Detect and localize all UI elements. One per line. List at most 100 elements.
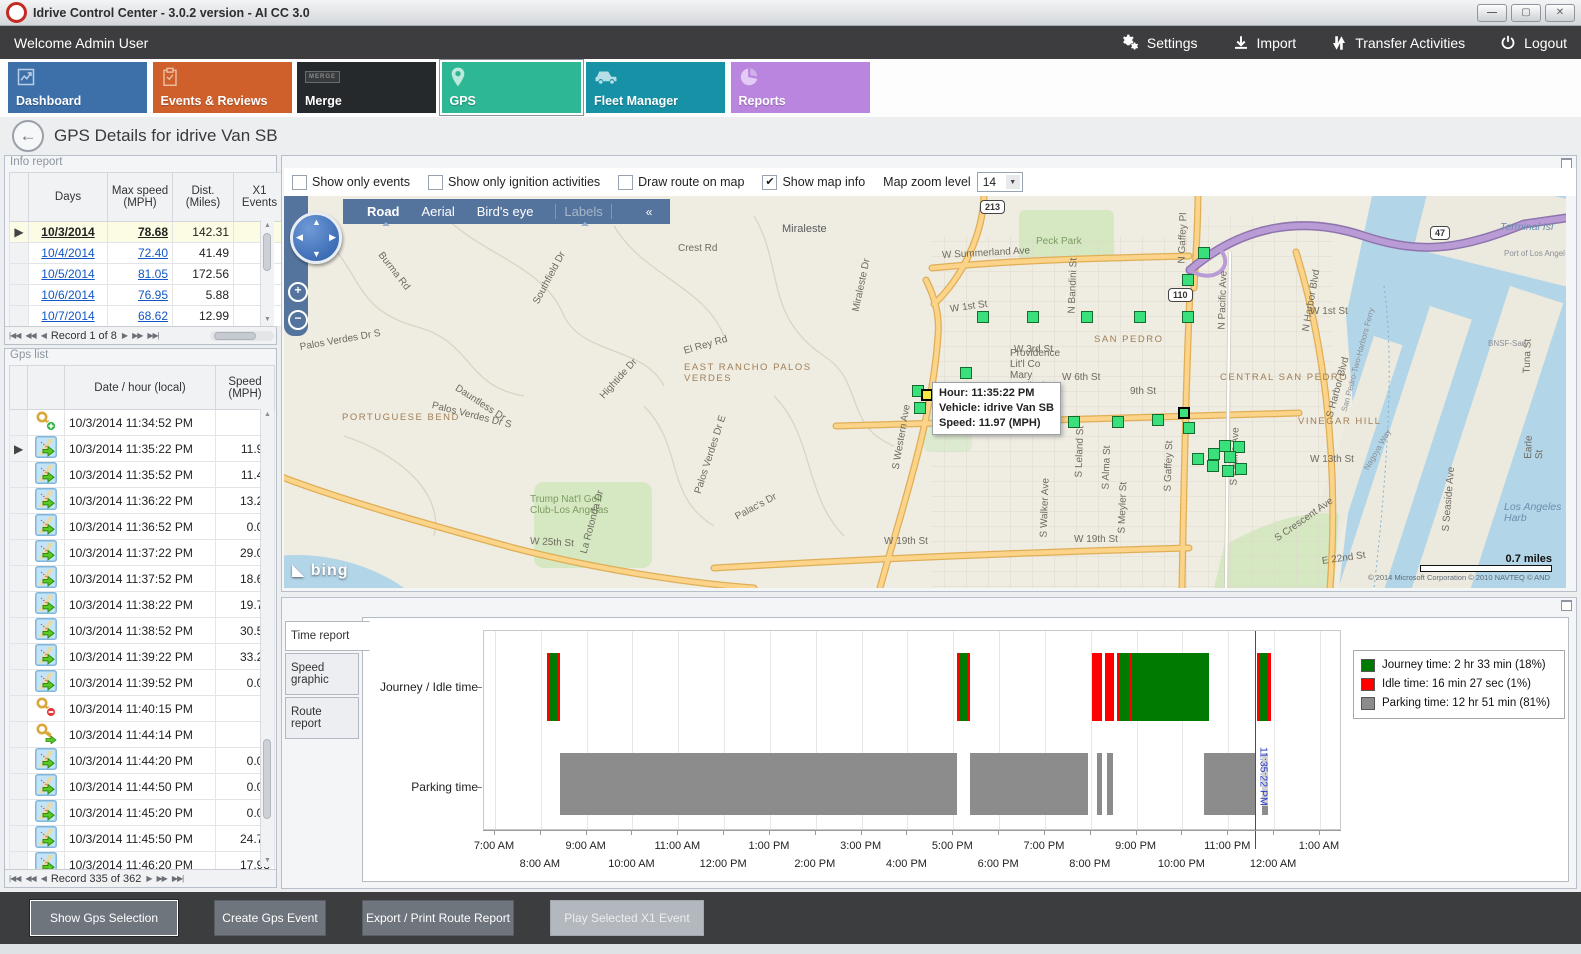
gps-point-marker[interactable] [1152,414,1164,426]
pager-next-icon[interactable]: ▶ [121,331,128,340]
days-link[interactable]: 10/6/2014 [41,288,95,302]
info-column-header[interactable]: X1 Events [233,172,286,222]
table-row[interactable]: 10/3/2014 11:45:20 PM 0.00 [9,799,275,826]
table-row[interactable]: 10/3/2014 11:36:22 PM 13.28 [9,487,275,514]
gps-point-marker[interactable] [914,402,926,414]
max-speed-link[interactable]: 78.68 [137,225,168,239]
map-style-aerial[interactable]: Aerial [421,204,455,219]
topbar-action-logout[interactable]: Logout [1499,34,1567,52]
nav-tile-events-reviews[interactable]: Events & Reviews [152,62,292,113]
checkbox-show-map-info[interactable]: ✔ [762,174,778,190]
gps-point-marker[interactable] [960,367,972,379]
gps-point-marker[interactable] [1192,453,1204,465]
table-row[interactable]: 10/5/2014 81.05 172.56 [9,263,286,285]
table-row[interactable]: 10/3/2014 11:37:22 PM 29.05 [9,539,275,566]
gps-column-header[interactable]: Date / hour (local) [64,365,216,410]
gps-point-marker[interactable] [1183,422,1195,434]
topbar-action-settings[interactable]: Settings [1120,33,1198,53]
nav-tile-dashboard[interactable]: Dashboard [8,62,147,113]
gps-point-marker[interactable] [1068,416,1080,428]
nav-tile-merge[interactable]: MERGE Merge [297,62,436,113]
tab-route-report[interactable]: Route report [285,697,359,739]
bing-map[interactable]: Road Aerial Bird's eye Labels « + − ▲ ▼ ◀ ▶ … [284,196,1566,588]
table-row[interactable]: 10/3/2014 11:38:52 PM 30.55 [9,617,275,644]
checkbox-show-only-events[interactable] [292,174,307,190]
max-speed-link[interactable]: 81.05 [137,267,168,281]
gps-point-marker[interactable] [1134,311,1146,323]
gps-point-marker[interactable] [1178,407,1190,419]
table-row[interactable]: 10/3/2014 11:34:52 PM [9,409,275,436]
gps-point-marker[interactable] [1224,451,1236,463]
pager-fast-prev-icon[interactable]: ◀◀ [25,331,36,340]
table-row[interactable]: ▶ 10/3/2014 78.68 142.31 [9,221,286,243]
maximize-button[interactable]: ▢ [1511,3,1541,22]
show-gps-selection-button[interactable]: Show Gps Selection [30,900,178,936]
pager-fast-next-icon[interactable]: ▶▶ [156,874,168,883]
pager-first-icon[interactable]: |◀◀ [9,331,21,340]
gps-point-marker[interactable] [1208,448,1220,460]
days-link[interactable]: 10/4/2014 [41,246,95,260]
gps-point-marker[interactable] [1207,460,1219,472]
map-zoom-level-select[interactable]: 14 ▼ [976,172,1023,192]
export-print-route-report-button[interactable]: Export / Print Route Report [362,900,514,936]
pager-prev-icon[interactable]: ◀ [40,331,47,340]
gps-point-marker[interactable] [1235,463,1247,475]
info-report-vertical-scrollbar[interactable]: ▲ ▼ [260,220,274,326]
pager-last-icon[interactable]: ▶▶| [147,331,159,340]
gps-point-marker[interactable] [1081,311,1093,323]
map-zoom-in-button[interactable]: + [288,282,308,302]
gps-point-marker[interactable] [1182,274,1194,286]
pager-prev-icon[interactable]: ◀ [40,874,47,883]
nav-tile-reports[interactable]: Reports [730,62,870,113]
max-speed-link[interactable]: 72.40 [137,246,168,260]
max-speed-link[interactable]: 68.62 [137,309,168,323]
table-row[interactable]: ▶ 10/3/2014 11:35:22 PM 11.97 [9,435,275,462]
max-speed-link[interactable]: 76.95 [137,288,168,302]
tab-speed-graphic[interactable]: Speed graphic [285,653,359,695]
pager-first-icon[interactable]: |◀◀ [9,874,21,883]
pager-last-icon[interactable]: ▶▶| [171,874,184,883]
map-style-bird-s-eye[interactable]: Bird's eye [476,204,534,219]
map-style-labels[interactable]: Labels [555,204,612,226]
table-row[interactable]: 10/3/2014 11:44:14 PM [9,721,275,748]
close-button[interactable]: ✕ [1545,3,1575,22]
topbar-action-transfer-activities[interactable]: Transfer Activities [1330,34,1465,52]
table-row[interactable]: 10/7/2014 68.62 12.99 [9,305,286,327]
info-column-header[interactable]: Max speed (MPH) [107,172,173,222]
table-row[interactable]: 10/4/2014 72.40 41.49 [9,242,286,264]
info-column-header[interactable]: Days [28,172,108,222]
pager-fast-next-icon[interactable]: ▶▶ [132,331,143,340]
table-row[interactable]: 10/3/2014 11:35:52 PM 11.47 [9,461,275,488]
gps-column-header[interactable]: Speed (MPH) [215,365,275,410]
gps-point-marker[interactable] [1198,247,1210,259]
table-row[interactable]: 10/3/2014 11:36:52 PM 0.00 [9,513,275,540]
map-style-road[interactable]: Road [367,204,400,226]
gps-point-marker[interactable] [1222,465,1234,477]
minimize-button[interactable]: — [1477,3,1507,22]
gps-point-marker[interactable] [1233,441,1245,453]
gps-point-marker[interactable] [1027,311,1039,323]
info-column-header[interactable]: Dist. (Miles) [172,172,234,222]
pager-next-icon[interactable]: ▶ [146,874,152,883]
gps-point-marker[interactable] [977,311,989,323]
table-row[interactable]: 10/3/2014 11:44:50 PM 0.00 [9,773,275,800]
gps-point-marker[interactable] [1112,416,1124,428]
pager-fast-prev-icon[interactable]: ◀◀ [25,874,36,883]
create-gps-event-button[interactable]: Create Gps Event [214,900,326,936]
gps-list-vertical-scrollbar[interactable]: ▲ ▼ [260,409,274,867]
map-pan-compass[interactable]: ▲ ▼ ◀ ▶ [290,212,342,264]
tab-time-report[interactable]: Time report [285,621,370,651]
table-row[interactable]: 10/3/2014 11:38:22 PM 19.70 [9,591,275,618]
back-button[interactable]: ← [12,120,44,152]
map-zoom-out-button[interactable]: − [288,310,308,330]
table-row[interactable]: 10/3/2014 11:40:15 PM [9,695,275,722]
days-link[interactable]: 10/3/2014 [41,225,95,239]
table-row[interactable]: 10/3/2014 11:37:52 PM 18.63 [9,565,275,592]
days-link[interactable]: 10/5/2014 [41,267,95,281]
table-row[interactable]: 10/3/2014 11:39:22 PM 33.21 [9,643,275,670]
topbar-action-import[interactable]: Import [1232,34,1296,52]
info-report-horizontal-scrollbar[interactable] [210,330,274,341]
checkbox-draw-route-on-map[interactable] [618,174,634,190]
gps-point-marker[interactable] [1182,311,1194,323]
table-row[interactable]: 10/6/2014 76.95 5.88 [9,284,286,306]
